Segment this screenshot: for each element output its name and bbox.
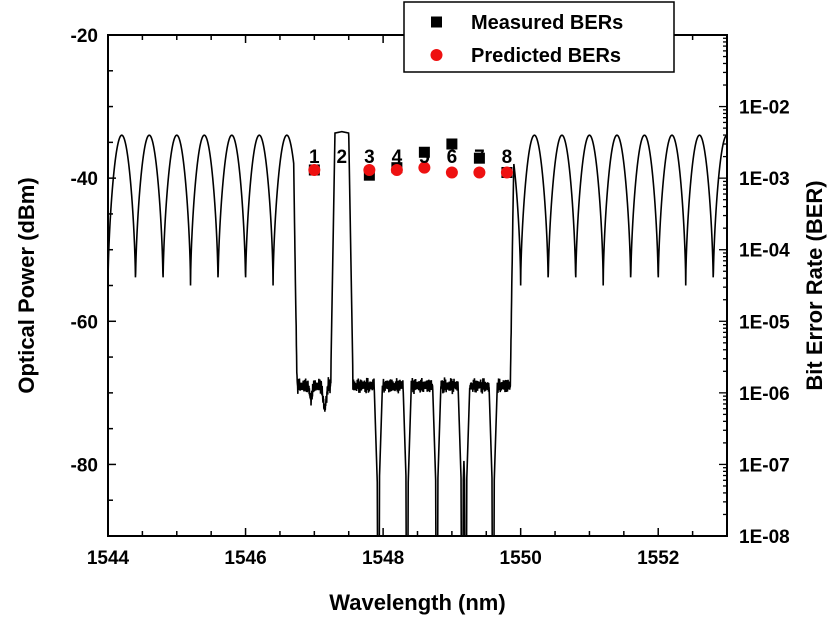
channel-label: 3 <box>364 147 375 168</box>
y-tick-label: -20 <box>71 26 98 47</box>
plot-frame <box>107 34 728 537</box>
legend-label: Predicted BERs <box>471 45 621 67</box>
legend-box <box>403 1 675 73</box>
predicted-ber-point <box>445 166 458 179</box>
legend: Measured BERs Predicted BERs <box>403 1 675 73</box>
y2-tick-label: 1E-05 <box>739 312 790 333</box>
predicted-ber-point <box>308 163 321 176</box>
y2-axis-title: Bit Error Rate (BER) <box>802 180 827 390</box>
predicted-ber-point <box>473 166 486 179</box>
legend-marker-predicted <box>430 49 443 61</box>
x-tick-label: 1548 <box>362 548 404 569</box>
x-tick-label: 1550 <box>500 548 542 569</box>
predicted-ber-point <box>390 163 403 176</box>
plot-area <box>108 130 727 536</box>
y-axis-title: Optical Power (dBm) <box>14 177 39 393</box>
channel-label: 8 <box>502 147 513 168</box>
predicted-ber-point <box>500 166 513 179</box>
y2-tick-label: 1E-04 <box>739 241 790 262</box>
measured-ber-point <box>418 146 430 158</box>
legend-label: Measured BERs <box>471 12 623 34</box>
channel-label: 1 <box>309 147 320 168</box>
predicted-ber-point <box>363 163 376 176</box>
x-axis-title: Wavelength (nm) <box>329 590 505 615</box>
y-tick-label: -60 <box>71 312 98 333</box>
y2-tick-label: 1E-08 <box>739 527 790 548</box>
channel-label: 5 <box>419 147 430 168</box>
legend-marker-measured <box>431 16 442 28</box>
channel-label: 4 <box>392 147 403 168</box>
y2-tick-label: 1E-07 <box>739 455 790 476</box>
y2-tick-label: 1E-03 <box>739 169 790 190</box>
ber-markers <box>308 138 513 181</box>
channel-label: 6 <box>447 147 458 168</box>
channel-label: 2 <box>337 147 348 168</box>
predicted-ber-point <box>418 161 431 174</box>
y2-tick-label: 1E-02 <box>739 98 790 119</box>
y-tick-label: -80 <box>71 455 98 476</box>
x-tick-label: 1544 <box>87 548 130 569</box>
y-tick-label: -40 <box>71 169 98 190</box>
measured-ber-point <box>446 138 458 150</box>
x-tick-label: 1552 <box>637 548 679 569</box>
x-tick-label: 1546 <box>224 548 266 569</box>
axes: 1544 1546 1548 1550 1552-20-40-60-801E-021E-… <box>71 26 791 569</box>
measured-ber-point <box>473 152 485 164</box>
spectrum-line <box>108 130 727 536</box>
y2-tick-label: 1E-06 <box>739 384 790 405</box>
channel-label: 7 <box>474 147 485 168</box>
